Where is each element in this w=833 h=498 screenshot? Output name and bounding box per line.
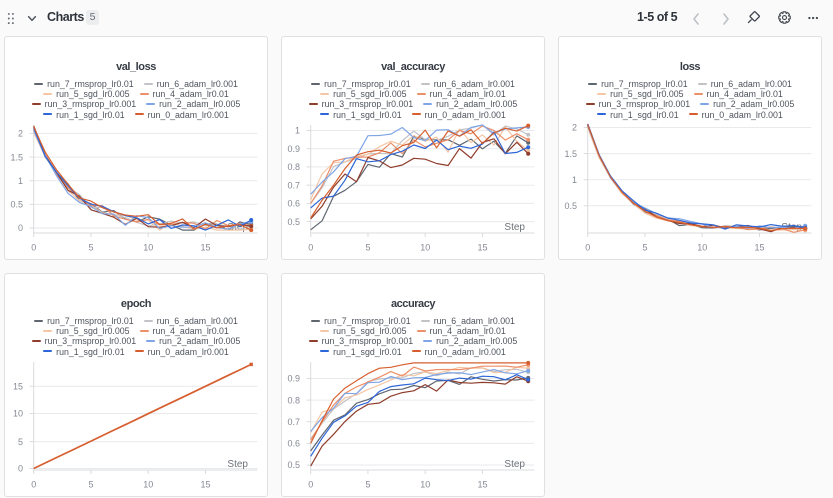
svg-text:Step: Step — [504, 222, 525, 233]
svg-text:0.8: 0.8 — [287, 395, 300, 405]
svg-text:0.5: 0.5 — [10, 200, 23, 210]
svg-text:0.9: 0.9 — [287, 374, 300, 384]
svg-text:5: 5 — [365, 480, 370, 490]
svg-text:10: 10 — [143, 243, 153, 253]
svg-text:1: 1 — [295, 126, 300, 136]
svg-text:15: 15 — [200, 243, 210, 253]
svg-text:0.9: 0.9 — [287, 144, 300, 154]
svg-text:0: 0 — [31, 480, 36, 490]
svg-text:0.7: 0.7 — [287, 180, 300, 190]
svg-text:0.5: 0.5 — [287, 460, 300, 470]
svg-text:Step: Step — [504, 459, 525, 470]
svg-text:0: 0 — [585, 243, 590, 253]
svg-text:1: 1 — [18, 176, 23, 186]
svg-text:15: 15 — [477, 243, 487, 253]
svg-text:0.6: 0.6 — [287, 199, 300, 209]
svg-text:5: 5 — [642, 243, 647, 253]
svg-text:1.5: 1.5 — [564, 149, 577, 159]
svg-text:0: 0 — [308, 243, 313, 253]
svg-text:15: 15 — [477, 480, 487, 490]
svg-text:10: 10 — [697, 243, 707, 253]
svg-text:2: 2 — [572, 123, 577, 133]
svg-text:15: 15 — [200, 480, 210, 490]
svg-text:15: 15 — [754, 243, 764, 253]
svg-text:0: 0 — [18, 464, 23, 474]
svg-text:10: 10 — [13, 409, 23, 419]
svg-text:1.5: 1.5 — [10, 152, 23, 162]
svg-text:0.5: 0.5 — [287, 217, 300, 227]
svg-text:Step: Step — [227, 222, 248, 233]
svg-text:10: 10 — [420, 243, 430, 253]
svg-text:0: 0 — [31, 243, 36, 253]
svg-text:0.7: 0.7 — [287, 417, 300, 427]
svg-text:2: 2 — [18, 129, 23, 139]
svg-text:0: 0 — [18, 223, 23, 233]
svg-text:0.8: 0.8 — [287, 162, 300, 172]
svg-text:0.6: 0.6 — [287, 439, 300, 449]
svg-text:5: 5 — [88, 243, 93, 253]
svg-text:Step: Step — [227, 459, 248, 470]
svg-text:10: 10 — [420, 480, 430, 490]
svg-text:5: 5 — [365, 243, 370, 253]
svg-text:15: 15 — [13, 382, 23, 392]
svg-text:1: 1 — [572, 175, 577, 185]
svg-text:5: 5 — [88, 480, 93, 490]
svg-text:5: 5 — [18, 437, 23, 447]
svg-text:0: 0 — [308, 480, 313, 490]
svg-text:10: 10 — [143, 480, 153, 490]
svg-text:0.5: 0.5 — [564, 201, 577, 211]
